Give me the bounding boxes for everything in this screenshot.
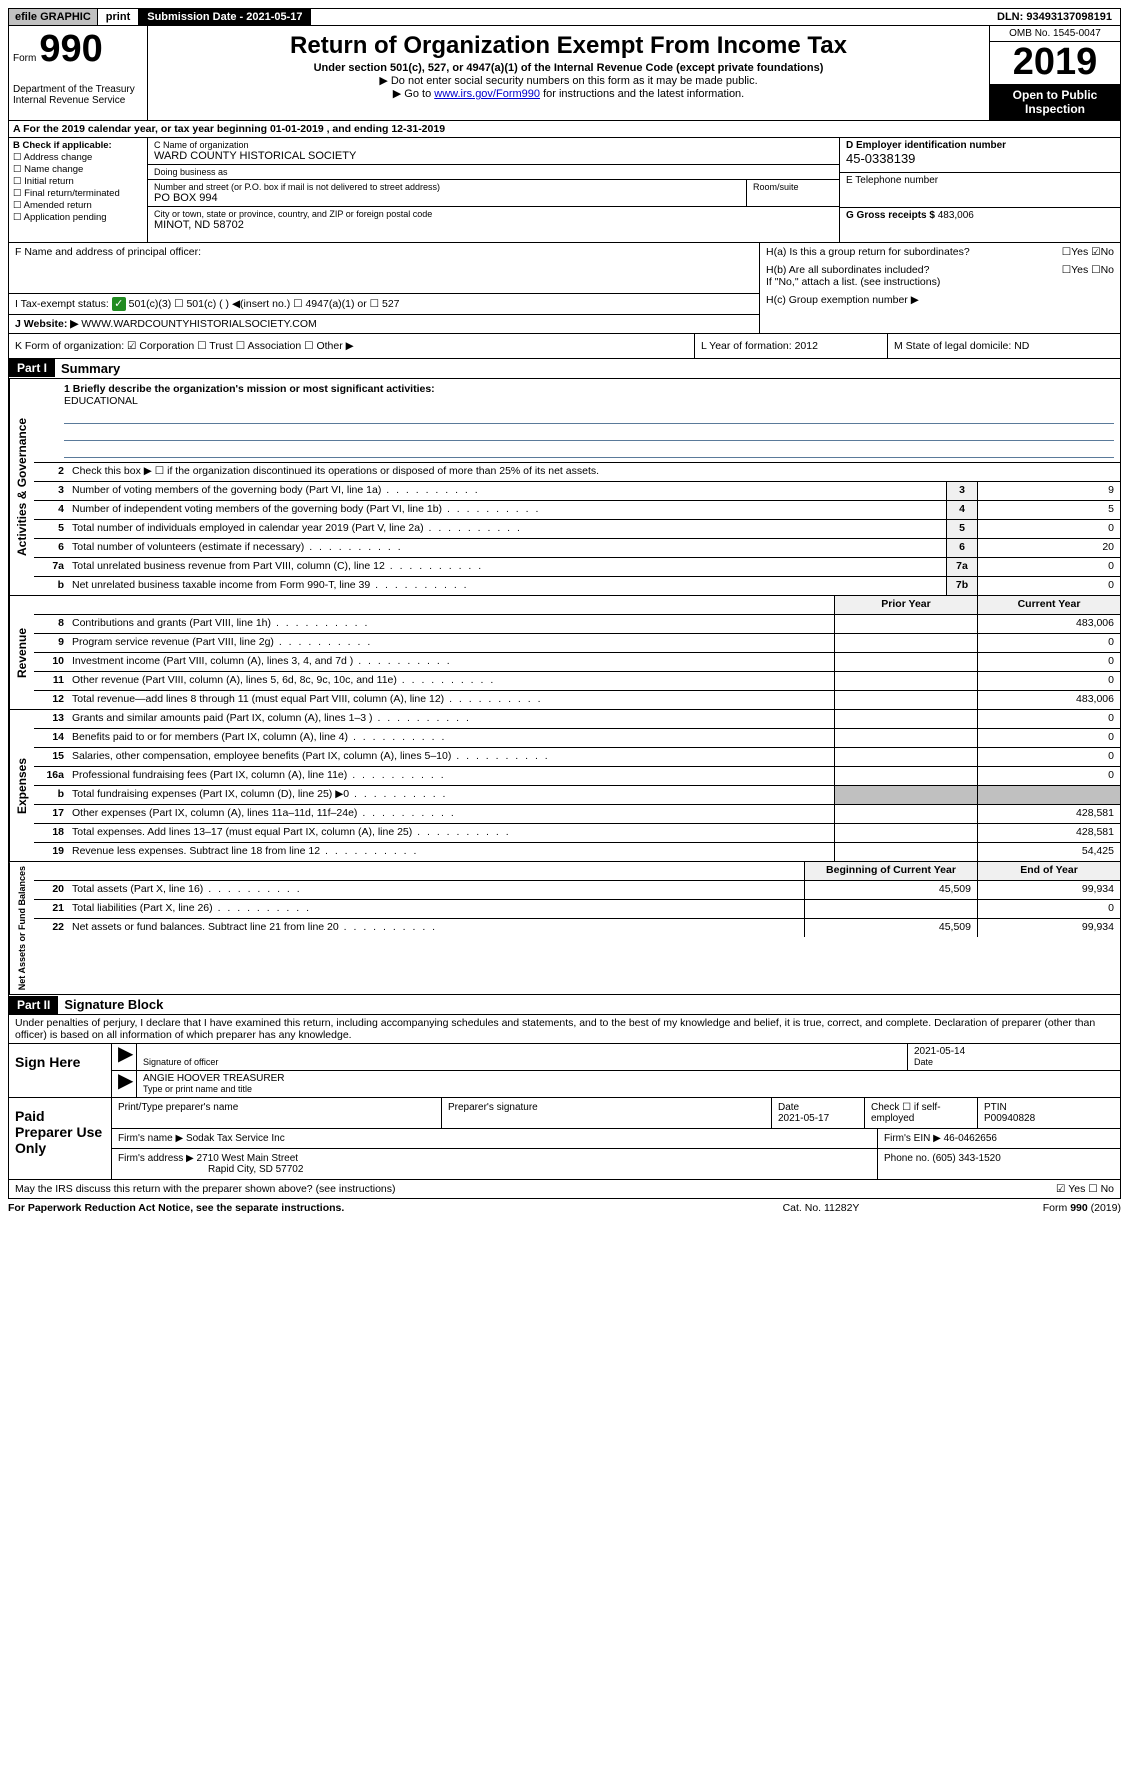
table-row: 11Other revenue (Part VIII, column (A), … — [34, 672, 1120, 691]
table-row: 15Salaries, other compensation, employee… — [34, 748, 1120, 767]
chk-address[interactable]: ☐ Address change — [13, 152, 143, 163]
form990-link[interactable]: www.irs.gov/Form990 — [434, 88, 540, 100]
col-b: B Check if applicable: ☐ Address change … — [8, 138, 148, 242]
form-prefix: Form — [13, 53, 36, 64]
form-subtitle: Under section 501(c), 527, or 4947(a)(1)… — [156, 62, 981, 74]
form-title: Return of Organization Exempt From Incom… — [156, 32, 981, 60]
row-j: J Website: ▶ WWW.WARDCOUNTYHISTORIALSOCI… — [9, 315, 759, 333]
row-k: K Form of organization: ☑ Corporation ☐ … — [8, 334, 1121, 359]
footer: For Paperwork Reduction Act Notice, see … — [8, 1199, 1121, 1217]
table-row: 12Total revenue—add lines 8 through 11 (… — [34, 691, 1120, 709]
chk-final[interactable]: ☐ Final return/terminated — [13, 188, 143, 199]
firm-name: Sodak Tax Service Inc — [186, 1133, 285, 1144]
city: MINOT, ND 58702 — [154, 219, 833, 231]
chk-name[interactable]: ☐ Name change — [13, 164, 143, 175]
ein: 45-0338139 — [846, 151, 915, 166]
row-ha: H(a) Is this a group return for subordin… — [760, 243, 1120, 261]
revenue-section: Revenue Prior Year Current Year 8Contrib… — [8, 596, 1121, 710]
table-row: 8Contributions and grants (Part VIII, li… — [34, 615, 1120, 634]
part1-header: Part I Summary — [8, 359, 1121, 379]
info-grid: B Check if applicable: ☐ Address change … — [8, 138, 1121, 243]
street: PO BOX 994 — [154, 192, 740, 204]
website: WWW.WARDCOUNTYHISTORIALSOCIETY.COM — [81, 318, 316, 330]
part2-header: Part II Signature Block — [8, 995, 1121, 1015]
row-hc: H(c) Group exemption number ▶ — [760, 291, 1120, 309]
mission-text: EDUCATIONAL — [64, 395, 138, 407]
table-row: 19Revenue less expenses. Subtract line 1… — [34, 843, 1120, 861]
principal-officer-block: F Name and address of principal officer:… — [8, 243, 1121, 334]
row-i: I Tax-exempt status: ✓ 501(c)(3) ☐ 501(c… — [9, 294, 759, 315]
form-number: 990 — [39, 28, 102, 70]
governance-section: Activities & Governance 1 Briefly descri… — [8, 379, 1121, 596]
department: Department of the Treasury Internal Reve… — [13, 84, 143, 106]
tax-year: 2019 — [990, 42, 1120, 84]
chk-initial[interactable]: ☐ Initial return — [13, 176, 143, 187]
netassets-section: Net Assets or Fund Balances Beginning of… — [8, 862, 1121, 995]
officer-name: ANGIE HOOVER TREASURER — [143, 1073, 285, 1084]
table-row: 13Grants and similar amounts paid (Part … — [34, 710, 1120, 729]
print-link[interactable]: print — [98, 9, 139, 25]
submission-date: Submission Date - 2021-05-17 — [139, 9, 310, 25]
chk-pending[interactable]: ☐ Application pending — [13, 212, 143, 223]
table-row: 16aProfessional fundraising fees (Part I… — [34, 767, 1120, 786]
table-row: 9Program service revenue (Part VIII, lin… — [34, 634, 1120, 653]
table-row: 20Total assets (Part X, line 16)45,50999… — [34, 881, 1120, 900]
table-row: bNet unrelated business taxable income f… — [34, 577, 1120, 595]
table-row: 7aTotal unrelated business revenue from … — [34, 558, 1120, 577]
ptin: P00940828 — [984, 1113, 1035, 1124]
perjury-text: Under penalties of perjury, I declare th… — [8, 1015, 1121, 1044]
col-c: C Name of organization WARD COUNTY HISTO… — [148, 138, 840, 242]
efile-label: efile GRAPHIC — [9, 9, 98, 25]
check-icon: ✓ — [112, 297, 126, 311]
note-2: ▶ Go to www.irs.gov/Form990 for instruct… — [156, 87, 981, 100]
org-name: WARD COUNTY HISTORICAL SOCIETY — [154, 150, 833, 162]
chk-amended[interactable]: ☐ Amended return — [13, 200, 143, 211]
discuss-row: May the IRS discuss this return with the… — [8, 1180, 1121, 1199]
table-row: 5Total number of individuals employed in… — [34, 520, 1120, 539]
signature-block: Sign Here ▶ Signature of officer 2021-05… — [8, 1044, 1121, 1180]
gross-receipts: 483,006 — [938, 210, 974, 221]
table-row: 22Net assets or fund balances. Subtract … — [34, 919, 1120, 937]
period-row: A For the 2019 calendar year, or tax yea… — [8, 121, 1121, 138]
table-row: bTotal fundraising expenses (Part IX, co… — [34, 786, 1120, 805]
open-public: Open to Public Inspection — [990, 84, 1120, 120]
table-row: 4Number of independent voting members of… — [34, 501, 1120, 520]
col-d: D Employer identification number 45-0338… — [840, 138, 1121, 242]
table-row: 18Total expenses. Add lines 13–17 (must … — [34, 824, 1120, 843]
expenses-section: Expenses 13Grants and similar amounts pa… — [8, 710, 1121, 862]
table-row: 17Other expenses (Part IX, column (A), l… — [34, 805, 1120, 824]
top-bar: efile GRAPHIC print Submission Date - 20… — [8, 8, 1121, 26]
note-1: ▶ Do not enter social security numbers o… — [156, 74, 981, 87]
row-f: F Name and address of principal officer: — [9, 243, 759, 294]
dln: DLN: 93493137098191 — [989, 9, 1120, 25]
table-row: 21Total liabilities (Part X, line 26)0 — [34, 900, 1120, 919]
table-row: 14Benefits paid to or for members (Part … — [34, 729, 1120, 748]
omb-number: OMB No. 1545-0047 — [990, 26, 1120, 42]
table-row: 10Investment income (Part VIII, column (… — [34, 653, 1120, 672]
table-row: 6Total number of volunteers (estimate if… — [34, 539, 1120, 558]
form-header: Form 990 Department of the Treasury Inte… — [8, 26, 1121, 121]
row-hb: H(b) Are all subordinates included? ☐Yes… — [760, 261, 1120, 291]
table-row: 3Number of voting members of the governi… — [34, 482, 1120, 501]
